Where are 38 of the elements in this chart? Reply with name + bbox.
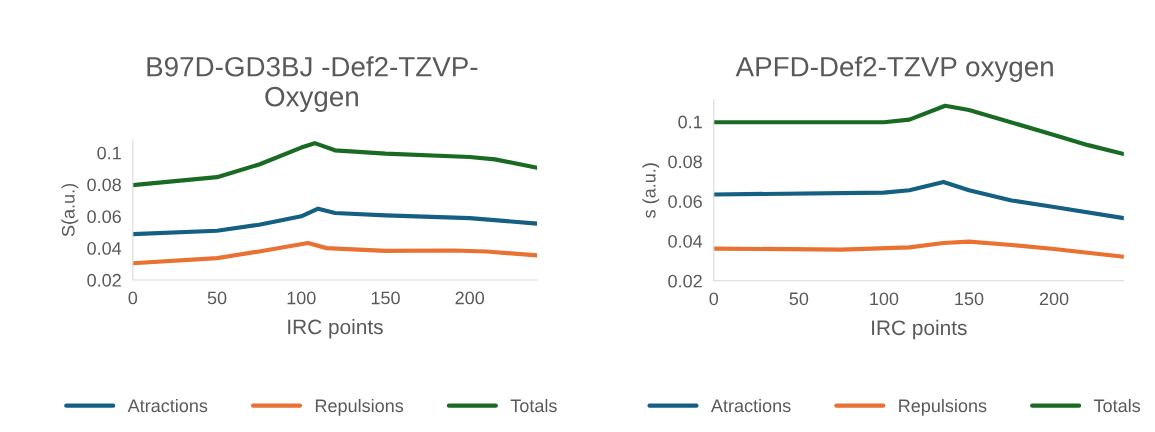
x-tick-label: 100	[287, 291, 316, 305]
x-tick-label: 50	[789, 292, 809, 306]
y-tick-label: 0.04	[87, 242, 122, 255]
line-series	[713, 239, 1124, 259]
y-tick-label: 0.06	[87, 210, 121, 224]
legend-label: Atractions	[127, 398, 208, 413]
y-axis-title: s (a.u.)	[642, 163, 660, 218]
y-tick-label: 0.08	[87, 178, 121, 192]
y-tick-label: 0.1	[678, 115, 702, 129]
x-tick-label: 0	[709, 292, 719, 306]
y-tick-label: 0.04	[668, 234, 703, 248]
y-tick-label: 0.02	[668, 274, 702, 288]
y-tick-label: 0.02	[87, 273, 121, 287]
x-tick-label: 100	[870, 292, 899, 306]
legend-label: Repulsions	[315, 398, 404, 416]
x-tick-label: 0	[128, 291, 138, 305]
line-series	[132, 141, 538, 188]
line-series	[132, 206, 538, 237]
y-axis-title: S(a.u.)	[61, 183, 79, 237]
legend-label: Atractions	[710, 398, 791, 413]
legend-label: Totals	[510, 398, 557, 413]
chart-title: APFD-Def2-TZVP oxygen	[735, 56, 1053, 83]
chart-title: B97D-GD3BJ -Def2-TZVP- Oxygen	[147, 56, 478, 112]
legend-label: Repulsions	[899, 398, 987, 416]
legend-label: Totals	[1093, 398, 1141, 413]
line-series	[713, 103, 1124, 157]
x-tick-label: 200	[1039, 292, 1069, 306]
line-series	[713, 179, 1124, 221]
x-tick-label: 200	[455, 291, 485, 305]
y-tick-label: 0.08	[668, 155, 702, 169]
y-tick-label: 0.1	[97, 146, 121, 160]
x-tick-label: 150	[955, 292, 984, 306]
x-tick-label: 50	[207, 291, 227, 305]
line-series	[132, 240, 538, 266]
x-tick-label: 150	[371, 291, 400, 305]
x-axis-title: IRC points	[288, 318, 383, 339]
x-axis-title: IRC points	[872, 319, 967, 340]
y-tick-label: 0.06	[668, 195, 702, 208]
